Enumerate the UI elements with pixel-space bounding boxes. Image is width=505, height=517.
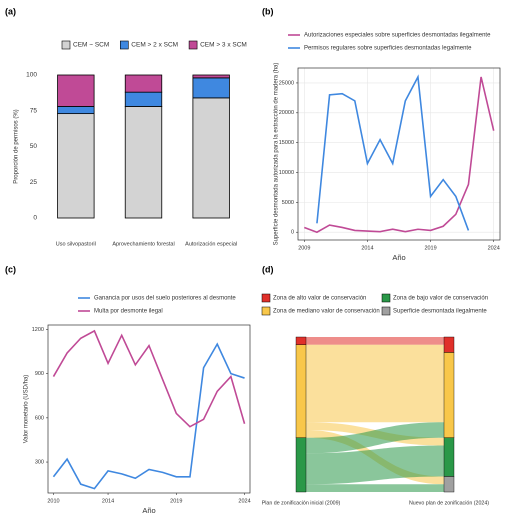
y-tick-label: 1200	[32, 327, 44, 333]
y-tick-label: 600	[35, 415, 44, 421]
legend-label: Zona de alto valor de conservación	[273, 296, 366, 302]
legend-label: Permisos regulares sobre superficies des…	[304, 46, 472, 52]
y-tick-label: 50	[30, 143, 38, 150]
bar-segment	[57, 113, 95, 219]
flow	[306, 422, 444, 454]
y-tick-label: 15000	[279, 140, 294, 146]
legend-swatch	[261, 293, 271, 303]
y-tick-label: 25000	[279, 80, 294, 86]
legend-label: Autorizaciones especiales sobre superfic…	[304, 33, 491, 39]
bar-segment	[192, 97, 230, 219]
x-axis-title: Año	[142, 506, 155, 515]
y-tick-label: 0	[291, 230, 294, 236]
flow	[306, 484, 444, 492]
source-node	[295, 344, 307, 438]
data-line	[52, 329, 246, 428]
y-tick-label: 0	[33, 215, 37, 222]
bar-segment	[124, 74, 163, 93]
axis-label: Plan de zonificación inicial (2009)	[262, 500, 341, 506]
legend-swatch	[381, 293, 391, 303]
x-tick-label: 2024	[488, 245, 500, 251]
panel-label: (b)	[262, 6, 274, 16]
x-tick-label: 2019	[424, 245, 436, 251]
y-axis-title: Valor monetario (USD/ha)	[24, 375, 30, 444]
panel-label: (d)	[262, 264, 274, 274]
bar-segment	[124, 106, 163, 219]
y-axis-title: Proporción de permisos (%)	[14, 109, 20, 183]
target-node	[443, 476, 455, 493]
data-line	[316, 74, 470, 231]
y-tick-label: 300	[35, 460, 44, 466]
x-tick-label: 2019	[170, 498, 182, 504]
y-axis-title: Superficie desmontada autorizada para la…	[274, 63, 280, 246]
legend-swatch	[61, 40, 71, 50]
x-tick-label: Uso silvopastoril	[56, 241, 96, 247]
bar-segment	[57, 74, 95, 107]
legend-swatch	[381, 306, 391, 316]
y-tick-label: 75	[30, 107, 38, 114]
legend-swatch	[119, 40, 129, 50]
panel-label: (a)	[5, 6, 16, 16]
source-node	[295, 336, 307, 345]
x-axis-title: Año	[392, 253, 405, 262]
legend-label: CEM > 3 x SCM	[200, 42, 247, 49]
bar-segment	[192, 74, 230, 79]
legend-label: CEM > 2 x SCM	[131, 42, 178, 49]
data-line	[304, 76, 495, 234]
legend-swatch	[188, 40, 198, 50]
target-node	[443, 437, 455, 477]
legend-swatch	[261, 306, 271, 316]
legend-label: Zona de mediano valor de conservación	[273, 309, 380, 315]
data-line	[52, 342, 245, 490]
bar-segment	[192, 77, 230, 99]
flow	[306, 344, 444, 353]
x-tick-label: 2010	[47, 498, 59, 504]
legend-label: CEM ~ SCM	[73, 42, 109, 49]
x-tick-label: 2014	[361, 245, 373, 251]
bar-segment	[124, 91, 163, 107]
y-tick-label: 5000	[282, 200, 294, 206]
x-tick-label: 2014	[102, 498, 114, 504]
flow	[306, 352, 444, 423]
x-tick-label: Autorización especial	[185, 241, 237, 247]
target-node	[443, 336, 455, 353]
plot-frame	[297, 67, 501, 241]
target-node	[443, 352, 455, 438]
flow	[306, 337, 444, 345]
y-tick-label: 25	[30, 179, 38, 186]
x-tick-label: 2009	[298, 245, 310, 251]
x-tick-label: 2024	[238, 498, 250, 504]
bar-segment	[57, 106, 95, 115]
y-tick-label: 900	[35, 371, 44, 377]
y-tick-label: 20000	[279, 110, 294, 116]
flow	[306, 445, 444, 485]
source-node	[295, 437, 307, 493]
axis-label: Nuevo plan de zonificación (2024)	[409, 500, 489, 506]
x-tick-label: Aprovechamiento forestal	[112, 241, 174, 247]
legend-label: Superficie desmontada ilegalmente	[393, 309, 487, 315]
panel-label: (c)	[5, 264, 16, 274]
legend-label: Ganancia por usos del suelo posteriores …	[94, 296, 236, 302]
legend-label: Multa por desmonte ilegal	[94, 309, 163, 315]
y-tick-label: 100	[26, 72, 37, 79]
plot-frame	[47, 324, 251, 494]
y-tick-label: 10000	[279, 170, 294, 176]
legend-label: Zona de bajo valor de conservación	[393, 296, 488, 302]
